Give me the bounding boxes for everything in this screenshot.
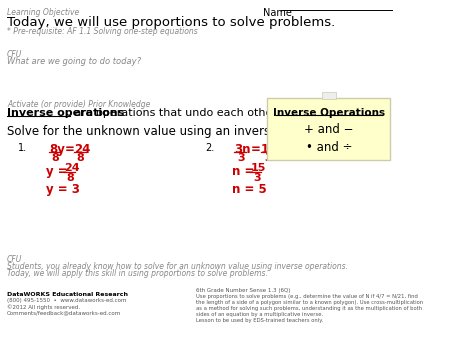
Text: Students, you already know how to solve for an unknown value using inverse opera: Students, you already know how to solve … [7, 262, 348, 271]
Text: =: = [251, 143, 261, 156]
Text: Use proportions to solve problems (e.g., determine the value of N if 4/7 = N/21,: Use proportions to solve problems (e.g.,… [196, 294, 418, 299]
Text: 6th Grade Number Sense 1.3 (6Q): 6th Grade Number Sense 1.3 (6Q) [196, 288, 291, 293]
Text: 3: 3 [253, 173, 261, 183]
Text: =: = [65, 143, 75, 156]
Text: 3: 3 [237, 153, 245, 163]
FancyBboxPatch shape [267, 98, 391, 160]
Text: + and −: + and − [304, 123, 354, 136]
Text: (800) 495-1550  •  www.dataworks-ed.com: (800) 495-1550 • www.dataworks-ed.com [7, 298, 126, 303]
Text: Solve for the unknown value using an inverse operation.: Solve for the unknown value using an inv… [7, 125, 342, 138]
Text: as a method for solving such problems, understanding it as the multiplication of: as a method for solving such problems, u… [196, 306, 422, 311]
Text: Inverse Operations: Inverse Operations [273, 108, 385, 118]
Text: 24: 24 [64, 163, 80, 173]
Text: 3: 3 [264, 153, 271, 163]
Text: Name: Name [263, 8, 292, 18]
Text: Today, we will use proportions to solve problems.: Today, we will use proportions to solve … [7, 16, 335, 29]
Text: CFU: CFU [7, 255, 22, 264]
Text: What are we going to do today?: What are we going to do today? [7, 57, 141, 66]
Text: the length of a side of a polygon similar to a known polygon). Use cross-multipl: the length of a side of a polygon simila… [196, 300, 423, 305]
Text: Activate (or provide) Prior Knowledge: Activate (or provide) Prior Knowledge [7, 100, 150, 109]
Text: • and ÷: • and ÷ [306, 141, 352, 154]
Text: * Pre-requisite: AF 1.1 Solving one-step equations: * Pre-requisite: AF 1.1 Solving one-step… [7, 27, 198, 36]
Text: 1.: 1. [18, 143, 27, 153]
Text: Comments/feedback@dataworks-ed.com: Comments/feedback@dataworks-ed.com [7, 310, 122, 315]
Text: 8y: 8y [49, 143, 65, 156]
Text: sides of an equation by a multiplicative inverse.: sides of an equation by a multiplicative… [196, 312, 323, 317]
Text: 3n: 3n [234, 143, 251, 156]
Text: 24: 24 [74, 143, 90, 156]
Text: 15: 15 [261, 143, 278, 156]
Text: 8: 8 [67, 173, 75, 183]
Text: ©2012 All rights reserved.: ©2012 All rights reserved. [7, 304, 80, 310]
Text: are operations that undo each other.: are operations that undo each other. [71, 108, 280, 118]
Text: n = 5: n = 5 [232, 183, 266, 196]
Text: Lesson to be used by EDS-trained teachers only.: Lesson to be used by EDS-trained teacher… [196, 318, 324, 323]
Text: 2.: 2. [205, 143, 214, 153]
Text: 8: 8 [52, 153, 59, 163]
Text: DataWORKS Educational Research: DataWORKS Educational Research [7, 292, 128, 297]
Text: Learning Objective: Learning Objective [7, 8, 79, 17]
Text: y =: y = [46, 165, 68, 178]
Text: n =: n = [232, 165, 254, 178]
Text: CFU: CFU [7, 50, 22, 59]
FancyBboxPatch shape [322, 92, 336, 99]
Text: 15: 15 [251, 163, 266, 173]
Text: Today, we will apply this skill in using proportions to solve problems.: Today, we will apply this skill in using… [7, 269, 268, 278]
Text: 8: 8 [76, 153, 85, 163]
Text: y = 3: y = 3 [46, 183, 80, 196]
Text: Inverse operations: Inverse operations [7, 108, 124, 118]
